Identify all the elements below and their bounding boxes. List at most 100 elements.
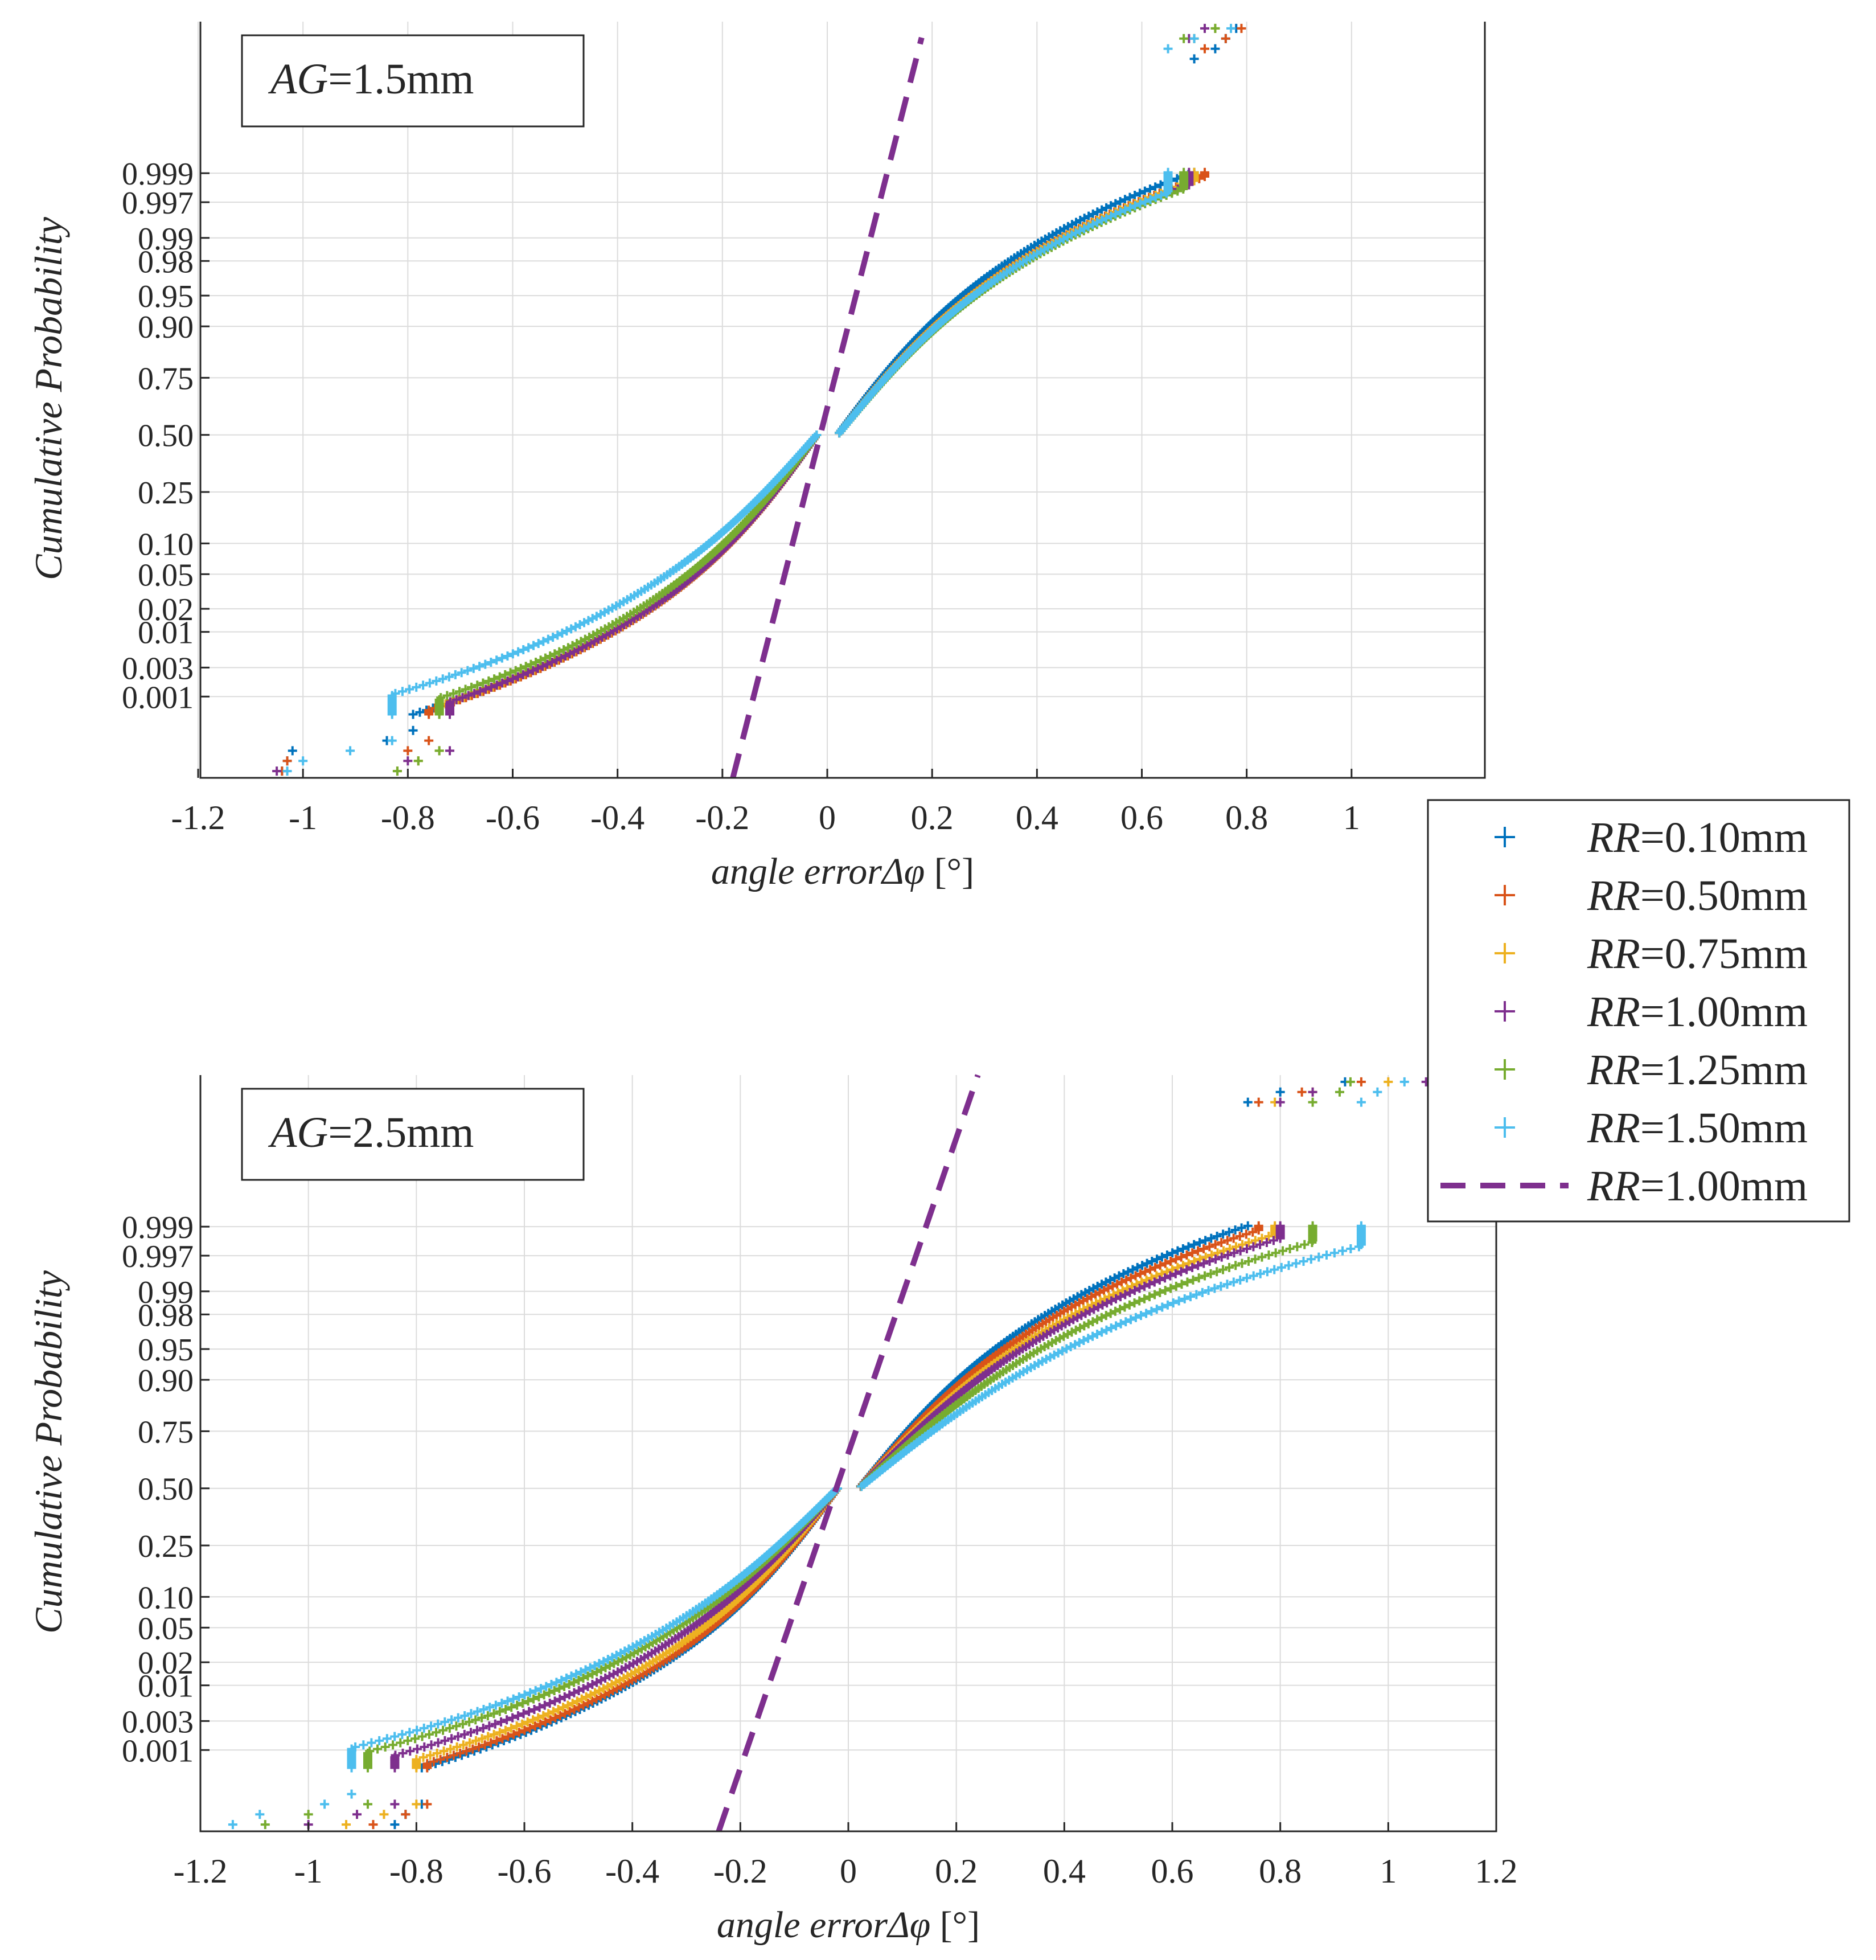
data-point (565, 1707, 574, 1716)
data-point (1235, 1275, 1245, 1285)
legend-marker (1495, 943, 1515, 963)
data-point (1373, 1087, 1382, 1097)
data-point (564, 1680, 574, 1690)
data-point (282, 756, 292, 766)
data-point (1237, 23, 1246, 33)
data-point (503, 676, 512, 686)
data-point (1157, 1302, 1167, 1312)
legend-marker (1495, 1117, 1515, 1138)
data-point (401, 1810, 410, 1819)
y-tick-label: 0.999 (122, 1210, 194, 1245)
data-point (447, 1734, 457, 1744)
data-point (1254, 1097, 1263, 1107)
data-point (1188, 1275, 1198, 1285)
data-point (1275, 1087, 1285, 1097)
data-point (1193, 1246, 1203, 1256)
data-point (367, 1738, 376, 1748)
data-point (473, 1707, 482, 1716)
data-point (1131, 1271, 1140, 1281)
data-point (412, 1754, 421, 1764)
data-point (512, 1721, 522, 1731)
data-point (1205, 1242, 1214, 1252)
data-point (1166, 1284, 1176, 1293)
data-point (1160, 1286, 1170, 1295)
data-point (1142, 1309, 1151, 1318)
data-point (1335, 1087, 1344, 1097)
legend-label-value: =1.50mm (1640, 1104, 1808, 1152)
data-point (1120, 1290, 1130, 1299)
data-point (1176, 1267, 1186, 1277)
data-point (540, 1700, 549, 1710)
data-point (405, 1728, 414, 1737)
annotation-text: AG=2.5mm (268, 1109, 474, 1157)
data-point (519, 645, 528, 654)
data-point (574, 1675, 584, 1685)
data-point (390, 1799, 400, 1809)
data-point (1345, 1077, 1355, 1086)
x-tick-label: 0.2 (935, 1852, 978, 1890)
data-point (512, 1700, 522, 1710)
legend-label: RR=1.50mm (1587, 1104, 1808, 1152)
legend-label: RR=0.75mm (1587, 930, 1808, 978)
x-tick-label: 0.8 (1259, 1852, 1302, 1890)
data-point (398, 1748, 408, 1758)
data-point (1132, 1262, 1142, 1272)
data-point (518, 670, 528, 679)
legend-marker (1495, 1001, 1515, 1022)
data-point (543, 634, 553, 644)
data-point (1200, 1271, 1210, 1281)
data-point (449, 688, 458, 698)
data-point (379, 1810, 389, 1819)
data-point (549, 1686, 559, 1696)
data-point (1144, 1280, 1154, 1289)
data-point (1235, 1232, 1245, 1241)
data-point (503, 1732, 513, 1741)
data-point (508, 1713, 518, 1723)
data-point (483, 1732, 493, 1741)
data-point (363, 1799, 372, 1809)
data-point (466, 1709, 476, 1719)
data-point (1205, 1256, 1214, 1266)
data-point (1120, 205, 1130, 215)
data-point (1212, 1267, 1222, 1277)
data-point (1106, 1309, 1115, 1318)
data-point (1171, 1269, 1180, 1278)
data-point (352, 1810, 362, 1819)
data-point (449, 1750, 458, 1760)
data-point (439, 1746, 449, 1756)
y-axis-label: Cumulative Probability (27, 1270, 70, 1634)
legend-label-name: RR (1587, 988, 1640, 1036)
data-point (1244, 1237, 1254, 1247)
data-point (1130, 1298, 1139, 1308)
data-point (523, 1696, 533, 1706)
legend-marker (1495, 885, 1515, 905)
legend-label-name: RR (1587, 814, 1640, 862)
data-point (540, 653, 550, 663)
data-point (365, 1746, 375, 1756)
data-point (391, 1750, 400, 1760)
x-axis-label-unit: [°] (930, 1904, 980, 1946)
data-point (478, 678, 488, 688)
data-point (1308, 1221, 1317, 1231)
data-point (538, 662, 548, 671)
data-point (498, 1734, 507, 1744)
grid (198, 22, 1485, 778)
data-point (1297, 1087, 1307, 1097)
data-point (513, 672, 523, 682)
x-tick-label: -0.8 (381, 799, 435, 837)
y-tick-label: 0.90 (138, 310, 194, 345)
y-tick-label: 0.95 (138, 1332, 194, 1368)
data-point (553, 1704, 563, 1714)
data-point (563, 1700, 573, 1710)
data-point (1356, 1221, 1366, 1231)
data-point (472, 1725, 482, 1735)
y-tick-label: 0.75 (138, 1414, 194, 1450)
data-point (485, 1703, 495, 1712)
data-point (1130, 201, 1140, 211)
data-point (550, 1696, 560, 1706)
y-tick-label: 0.001 (122, 680, 194, 715)
data-point (1147, 1256, 1157, 1266)
data-point (484, 676, 494, 686)
data-point (445, 746, 454, 756)
data-point (502, 1715, 512, 1725)
